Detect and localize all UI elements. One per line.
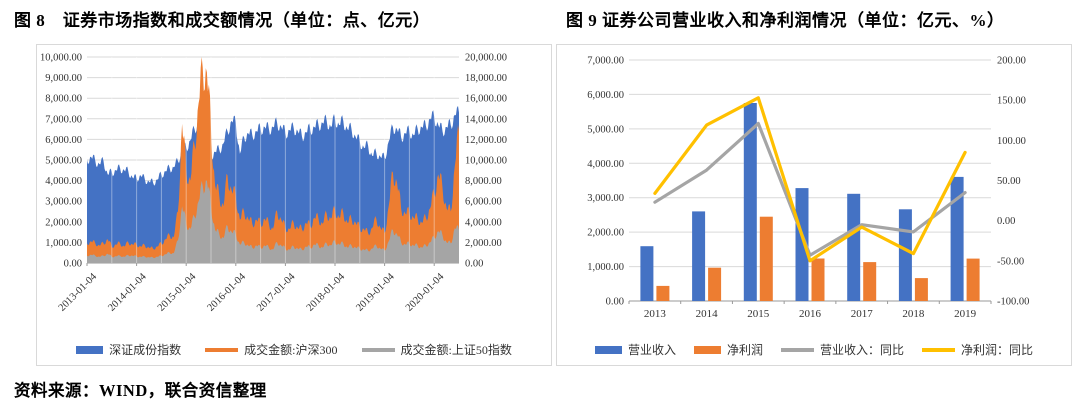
svg-text:6,000.00: 6,000.00 [587,90,624,101]
svg-text:2018: 2018 [902,308,925,320]
fig8-title: 图 8 证券市场指数和成交额情况（单位：点、亿元） [14,11,431,30]
svg-text:3,000.00: 3,000.00 [45,197,82,208]
svg-text:2017-01-04: 2017-01-04 [255,271,298,314]
svg-text:100.00: 100.00 [997,136,1026,147]
fig9-title: 图 9 证券公司营业收入和净利润情况（单位：亿元、%） [566,11,1005,30]
svg-text:1,000.00: 1,000.00 [45,238,82,249]
svg-text:200.00: 200.00 [997,56,1026,67]
svg-text:10,000.00: 10,000.00 [40,53,82,64]
fig9-legend: 营业收入 净利润 营业收入：同比 净利润：同比 [557,341,1071,358]
svg-text:16,000.00: 16,000.00 [465,94,507,105]
svg-text:2017: 2017 [851,308,874,320]
svg-text:0.00: 0.00 [606,297,624,308]
szcz-index-swatch [76,345,104,354]
svg-text:18,000.00: 18,000.00 [465,73,507,84]
legend-item-hs300-turnover: 成交金额:沪深300 [205,341,338,358]
legend-label: 深证成份指数 [109,343,182,357]
svg-text:2018-01-04: 2018-01-04 [305,271,348,314]
svg-text:2,000.00: 2,000.00 [45,217,82,228]
legend-label: 净利润：同比 [961,343,1034,357]
fig8-plot: 10,000.00 9,000.00 8,000.00 7,000.00 6,000.0… [40,53,507,314]
svg-text:4,000.00: 4,000.00 [465,217,502,228]
svg-text:3,000.00: 3,000.00 [587,193,624,204]
svg-text:0.00: 0.00 [997,216,1015,227]
svg-text:2014-01-04: 2014-01-04 [106,271,149,314]
fig9-plot: 7,000.00 6,000.00 5,000.00 4,000.00 3,000.00… [587,56,1029,321]
svg-text:2020-01-04: 2020-01-04 [404,271,447,314]
svg-text:6,000.00: 6,000.00 [45,135,82,146]
svg-text:2016: 2016 [799,308,822,320]
svg-text:150.00: 150.00 [997,96,1026,107]
svg-text:12,000.00: 12,000.00 [465,135,507,146]
revenue-swatch [594,345,622,354]
svg-text:2019: 2019 [954,308,977,320]
svg-text:14,000.00: 14,000.00 [465,114,507,125]
legend-item-revenue: 营业收入 [594,341,676,358]
svg-text:8,000.00: 8,000.00 [465,176,502,187]
svg-text:2,000.00: 2,000.00 [587,228,624,239]
svg-text:-100.00: -100.00 [997,297,1029,308]
svg-text:5,000.00: 5,000.00 [587,124,624,135]
net-profit-swatch [693,345,721,354]
svg-text:7,000.00: 7,000.00 [45,114,82,125]
svg-text:0.00: 0.00 [465,259,483,270]
svg-text:20,000.00: 20,000.00 [465,53,507,64]
fig8-chart-box: 10,000.00 9,000.00 8,000.00 7,000.00 6,000.0… [36,44,552,366]
legend-label: 营业收入：同比 [820,343,905,357]
svg-text:4,000.00: 4,000.00 [45,176,82,187]
svg-text:50.00: 50.00 [997,176,1021,187]
net-profit-yoy-swatch [922,347,956,352]
legend-item-szcz-index: 深证成份指数 [76,341,181,358]
svg-text:2013: 2013 [644,308,667,320]
fig8-legend: 深证成份指数 成交金额:沪深300 成交金额:上证50指数 [37,341,551,358]
source-note: 资料来源：WIND，联合资信整理 [14,381,267,400]
legend-label: 成交金额:上证50指数 [400,343,512,357]
legend-item-net-profit: 净利润 [693,341,763,358]
svg-text:9,000.00: 9,000.00 [45,73,82,84]
svg-text:5,000.00: 5,000.00 [45,156,82,167]
hs300-turnover-swatch [205,347,239,352]
svg-text:2013-01-04: 2013-01-04 [57,271,100,314]
legend-item-net-profit-yoy: 净利润：同比 [922,341,1033,358]
svg-text:2016-01-04: 2016-01-04 [205,271,248,314]
revenue-yoy-swatch [781,347,814,352]
svg-text:4,000.00: 4,000.00 [587,159,624,170]
svg-text:2019-01-04: 2019-01-04 [354,271,397,314]
svg-text:10,000.00: 10,000.00 [465,156,507,167]
svg-text:6,000.00: 6,000.00 [465,197,502,208]
legend-label: 营业收入 [627,343,676,357]
svg-text:-50.00: -50.00 [997,256,1024,267]
legend-item-sz50-turnover: 成交金额:上证50指数 [361,341,512,358]
sz50-turnover-swatch [361,347,395,352]
svg-text:0.00: 0.00 [64,259,82,270]
svg-text:2,000.00: 2,000.00 [465,238,502,249]
svg-text:2015-01-04: 2015-01-04 [156,271,199,314]
svg-text:2015: 2015 [747,308,770,320]
svg-text:7,000.00: 7,000.00 [587,56,624,67]
legend-label: 成交金额:沪深300 [244,343,338,357]
legend-item-revenue-yoy: 营业收入：同比 [781,341,904,358]
svg-text:2014: 2014 [696,308,719,320]
svg-text:1,000.00: 1,000.00 [587,262,624,273]
legend-label: 净利润 [726,343,763,357]
fig9-chart-box: 7,000.00 6,000.00 5,000.00 4,000.00 3,000.00… [556,44,1072,366]
svg-text:8,000.00: 8,000.00 [45,94,82,105]
